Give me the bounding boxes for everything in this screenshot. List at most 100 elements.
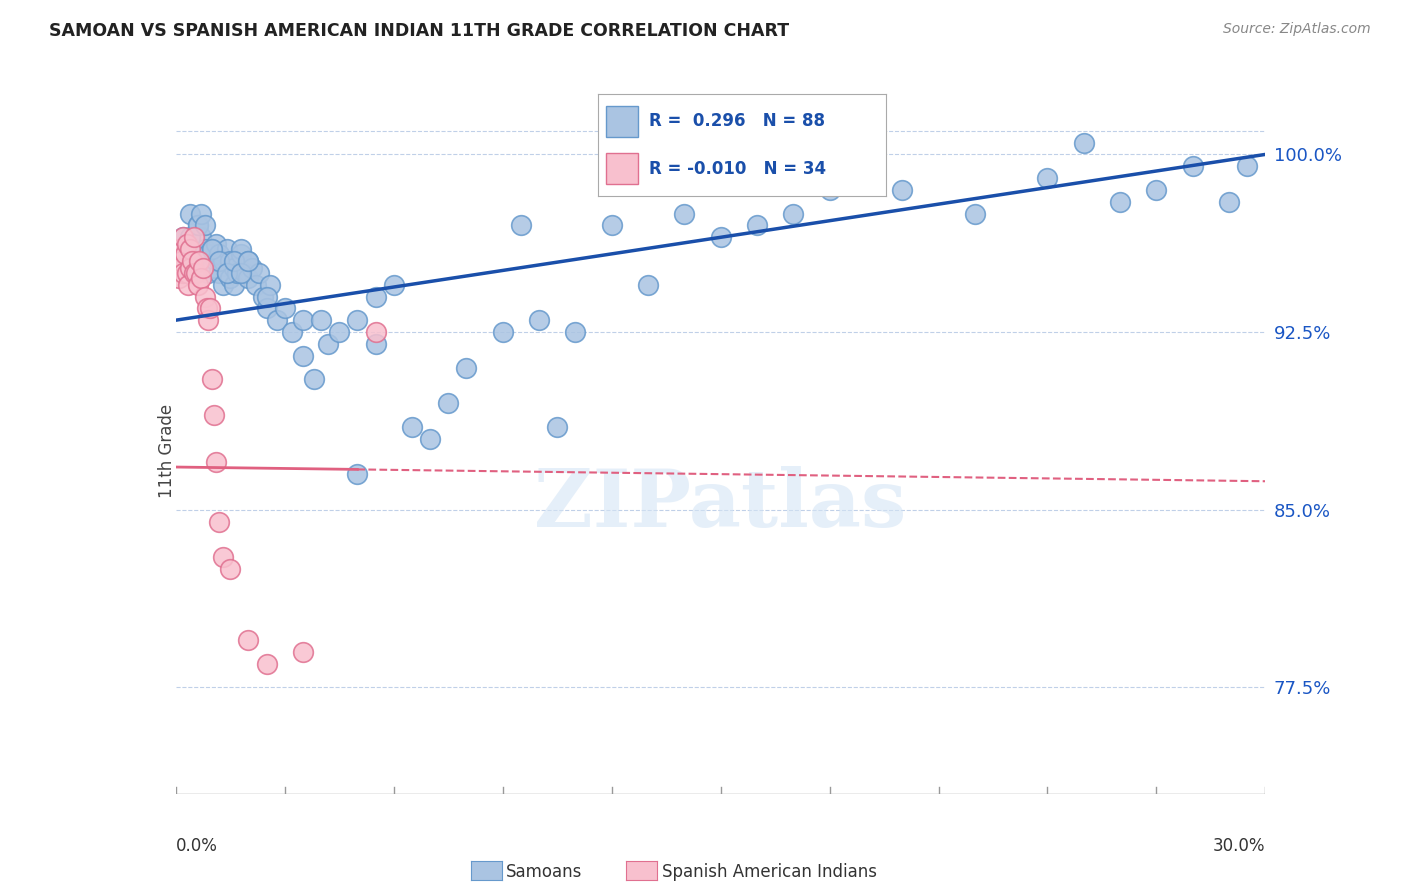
Point	[201, 242, 224, 256]
Point	[219, 254, 242, 268]
Point	[673, 206, 696, 220]
Point	[169, 270, 191, 285]
Point	[281, 325, 304, 339]
Point	[212, 549, 235, 564]
Point	[183, 266, 205, 280]
Point	[891, 183, 914, 197]
Point	[201, 242, 224, 256]
Point	[179, 261, 201, 276]
Point	[509, 219, 531, 233]
Point	[208, 266, 231, 280]
Point	[197, 247, 219, 261]
Point	[181, 254, 204, 268]
Point	[194, 254, 217, 268]
Point	[364, 337, 387, 351]
Point	[963, 206, 986, 220]
Point	[274, 301, 297, 316]
Point	[208, 515, 231, 529]
Point	[177, 277, 200, 292]
Point	[186, 219, 209, 233]
Text: Source: ZipAtlas.com: Source: ZipAtlas.com	[1223, 22, 1371, 37]
Text: R = -0.010   N = 34: R = -0.010 N = 34	[650, 160, 827, 178]
Text: R =  0.296   N = 88: R = 0.296 N = 88	[650, 112, 825, 130]
Point	[197, 313, 219, 327]
Point	[318, 337, 340, 351]
Point	[346, 467, 368, 482]
Point	[247, 266, 270, 280]
Point	[302, 372, 325, 386]
Point	[855, 171, 877, 186]
Point	[194, 219, 217, 233]
Point	[202, 408, 225, 422]
Point	[170, 254, 193, 268]
Point	[215, 266, 238, 280]
Point	[346, 313, 368, 327]
Point	[291, 645, 314, 659]
Point	[1181, 159, 1204, 173]
Point	[212, 254, 235, 268]
Point	[1146, 183, 1168, 197]
Point	[201, 261, 224, 276]
Point	[256, 301, 278, 316]
Point	[222, 261, 245, 276]
Point	[231, 266, 253, 280]
Point	[240, 261, 263, 276]
Point	[1236, 159, 1258, 173]
Text: Samoans: Samoans	[506, 863, 582, 881]
Point	[183, 230, 205, 244]
Point	[191, 261, 214, 276]
Point	[291, 313, 314, 327]
Point	[401, 419, 423, 434]
Point	[637, 277, 659, 292]
Bar	[606, 153, 638, 184]
Point	[172, 266, 194, 280]
Point	[222, 254, 245, 268]
Point	[419, 432, 441, 446]
Point	[546, 419, 568, 434]
Point	[492, 325, 515, 339]
Text: 0.0%: 0.0%	[176, 837, 218, 855]
Point	[364, 289, 387, 303]
Point	[600, 219, 623, 233]
Point	[176, 254, 198, 268]
Point	[208, 254, 231, 268]
Point	[266, 313, 288, 327]
Point	[172, 230, 194, 244]
Point	[233, 266, 256, 280]
Point	[782, 206, 804, 220]
Text: Spanish American Indians: Spanish American Indians	[662, 863, 877, 881]
Point	[190, 206, 212, 220]
Point	[204, 237, 226, 252]
Point	[291, 349, 314, 363]
Point	[183, 266, 205, 280]
Text: ZIPatlas: ZIPatlas	[534, 467, 907, 544]
Point	[183, 242, 205, 256]
Point	[169, 242, 191, 256]
Point	[238, 254, 260, 268]
Point	[527, 313, 550, 327]
Point	[1218, 194, 1240, 209]
Bar	[606, 106, 638, 136]
Point	[256, 289, 278, 303]
Point	[564, 325, 586, 339]
Point	[245, 277, 267, 292]
Point	[252, 289, 274, 303]
Text: 30.0%: 30.0%	[1213, 837, 1265, 855]
Point	[328, 325, 350, 339]
Point	[197, 266, 219, 280]
Point	[215, 242, 238, 256]
Point	[259, 277, 281, 292]
Point	[188, 254, 211, 268]
Point	[195, 301, 218, 316]
Point	[238, 254, 260, 268]
Point	[382, 277, 405, 292]
Point	[710, 230, 733, 244]
Point	[176, 266, 198, 280]
Point	[190, 270, 212, 285]
Point	[179, 242, 201, 256]
Point	[186, 277, 209, 292]
Point	[1073, 136, 1095, 150]
Point	[745, 219, 768, 233]
Point	[166, 261, 188, 276]
Point	[208, 247, 231, 261]
